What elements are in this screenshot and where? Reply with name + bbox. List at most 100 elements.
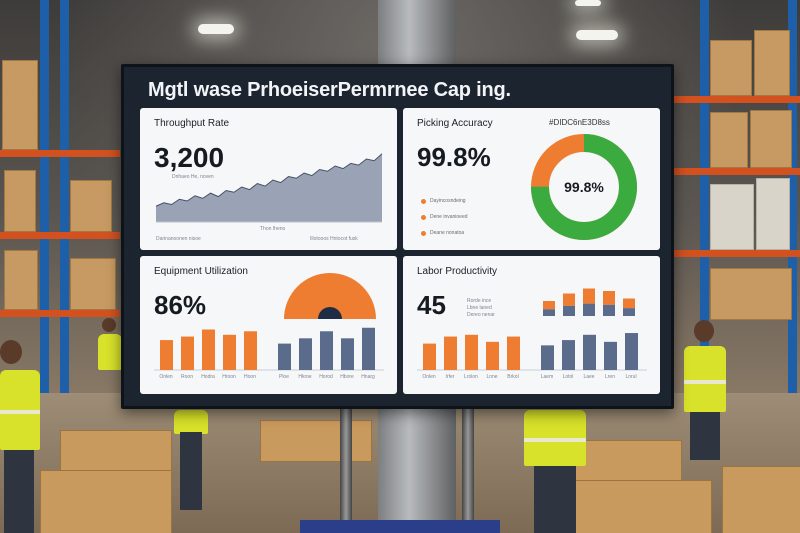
throughput-sub-caption: Dnhaeo He, noven: [172, 174, 214, 180]
picking-panel: Picking Accuracy #DIDC6nE3D8ss 99.8% 99.…: [403, 108, 660, 250]
labor-value: 45: [417, 290, 446, 320]
picking-legend-item: Deane nonatoa: [421, 230, 464, 236]
equipment-tick-label: Hroon: [222, 374, 236, 380]
picking-label: Picking Accuracy: [417, 118, 493, 129]
labor-legend-item: Rorde ince: [467, 298, 492, 304]
equipment-tick-label: Hbore: [340, 374, 354, 380]
dashboard-display: Mgtl wase PrhoeiserPermrnee Cap ing. Thr…: [121, 64, 674, 409]
stand-post: [462, 408, 474, 528]
throughput-x-caption-mid: Thon Iheno: [260, 226, 286, 232]
cardboard-box: [40, 470, 172, 533]
labor-tick-label: Lotol: [563, 374, 574, 380]
equipment-bar: [341, 338, 354, 370]
labor-tick-label: Laem: [541, 374, 554, 380]
equipment-bar: [181, 336, 194, 370]
throughput-x-caption-left: Darinanoonen nisoe: [156, 236, 201, 242]
labor-tick-label: Onlen: [422, 374, 436, 380]
labor-tick-label: Irfer: [446, 374, 455, 380]
labor-tick-label: Lnne: [486, 374, 497, 380]
labor-panel: Labor Productivity 45 Rorde ince Lbne la…: [403, 256, 660, 394]
labor-mini-bar: [603, 304, 615, 316]
labor-bar: [486, 341, 499, 370]
labor-bar: [541, 345, 554, 370]
donut-primary-arc: [531, 134, 637, 240]
picking-legend-item: Dayincosndeing: [421, 198, 466, 204]
labor-bar: [562, 340, 575, 370]
throughput-value: 3,200: [154, 142, 225, 173]
stand-base: [300, 520, 500, 533]
cardboard-box: [560, 480, 712, 533]
equipment-bar: [299, 338, 312, 370]
equipment-tick-label: Hkroe: [298, 374, 312, 380]
ceiling-light: [575, 0, 601, 6]
labor-bar: [465, 334, 478, 370]
labor-mini-bar: [623, 298, 635, 309]
labor-bar: [625, 333, 638, 370]
worker-figure: [172, 410, 212, 510]
labor-mini-bar: [623, 308, 635, 316]
labor-bar: [604, 341, 617, 370]
worker-figure: [680, 320, 730, 460]
throughput-label: Throughput Rate: [154, 118, 230, 129]
labor-tick-label: Brkol: [507, 374, 518, 380]
labor-tick-label: Lrolon: [464, 374, 478, 380]
labor-legend-item: Dereo nenar: [467, 312, 495, 318]
labor-bar: [507, 336, 520, 370]
labor-mini-bar-chart: [543, 288, 635, 316]
picking-value: 99.8%: [417, 142, 491, 172]
gauge-hub: [318, 307, 342, 319]
throughput-area-chart: [155, 153, 383, 223]
right-storage-rack: [674, 0, 800, 413]
equipment-tick-label: Onlen: [159, 374, 173, 380]
ceiling-light: [576, 30, 618, 40]
labor-mini-bar: [583, 303, 595, 316]
labor-mini-bar: [543, 309, 555, 316]
cardboard-box: [60, 430, 172, 472]
equipment-bar: [278, 343, 291, 370]
equipment-tick-label: Roon: [181, 374, 193, 380]
labor-mini-bar: [603, 291, 615, 305]
equipment-bar: [244, 331, 257, 370]
throughput-line: [155, 153, 383, 207]
labor-legend-item: Lbne laned: [467, 305, 492, 311]
equipment-bar: [202, 329, 215, 370]
picking-donut-chart: 99.8%: [531, 134, 637, 240]
labor-mini-bar: [543, 301, 555, 310]
cardboard-box: [260, 420, 372, 462]
throughput-x-caption-right: Illotooos Hntocot fusk: [310, 236, 358, 242]
throughput-area-fill: [156, 153, 382, 222]
equipment-label: Equipment Utilization: [154, 266, 248, 277]
equipment-bar: [223, 334, 236, 370]
worker-figure: [96, 318, 124, 378]
equipment-value: 86%: [154, 290, 207, 320]
equipment-bar-chart: Onlen Roon Hodra Hroon Hoon Ploe Hkroe Horod Hbo…: [154, 327, 384, 380]
labor-bar: [583, 334, 596, 370]
equipment-tick-label: Ploe: [279, 374, 289, 380]
ceiling-light: [198, 24, 234, 34]
donut-center-label: 99.8%: [564, 179, 604, 195]
labor-tick-label: Laee: [583, 374, 594, 380]
labor-mini-bar: [563, 293, 575, 306]
labor-bar: [423, 343, 436, 370]
labor-tick-label: Lren: [605, 374, 615, 380]
labor-label: Labor Productivity: [417, 266, 498, 277]
equipment-panel: Equipment Utilization 86% Onlen Roon Hodra…: [140, 256, 397, 394]
labor-tick-label: Lnrul: [625, 374, 636, 380]
equipment-bar: [362, 327, 375, 370]
labor-mini-bar: [563, 305, 575, 316]
throughput-panel: Throughput Rate 3,200 Dnhaeo He, noven D…: [140, 108, 397, 250]
left-storage-rack: [0, 0, 120, 413]
equipment-tick-label: Hnarg: [361, 374, 375, 380]
equipment-tick-label: Horod: [319, 374, 333, 380]
labor-bar: [444, 336, 457, 370]
equipment-bar: [320, 331, 333, 370]
labor-mini-bar: [583, 288, 595, 304]
equipment-gauge: [284, 273, 376, 319]
equipment-tick-label: Hodra: [201, 374, 215, 380]
worker-figure: [0, 340, 48, 533]
equipment-tick-label: Hoon: [244, 374, 256, 380]
equipment-bar: [160, 340, 173, 370]
worker-figure: [520, 372, 590, 533]
gauge-arc: [284, 273, 376, 319]
labor-bar-chart: Onlen Irfer Lrolon Lnne Brkol Laem Lotol Laee Lr…: [417, 333, 647, 380]
